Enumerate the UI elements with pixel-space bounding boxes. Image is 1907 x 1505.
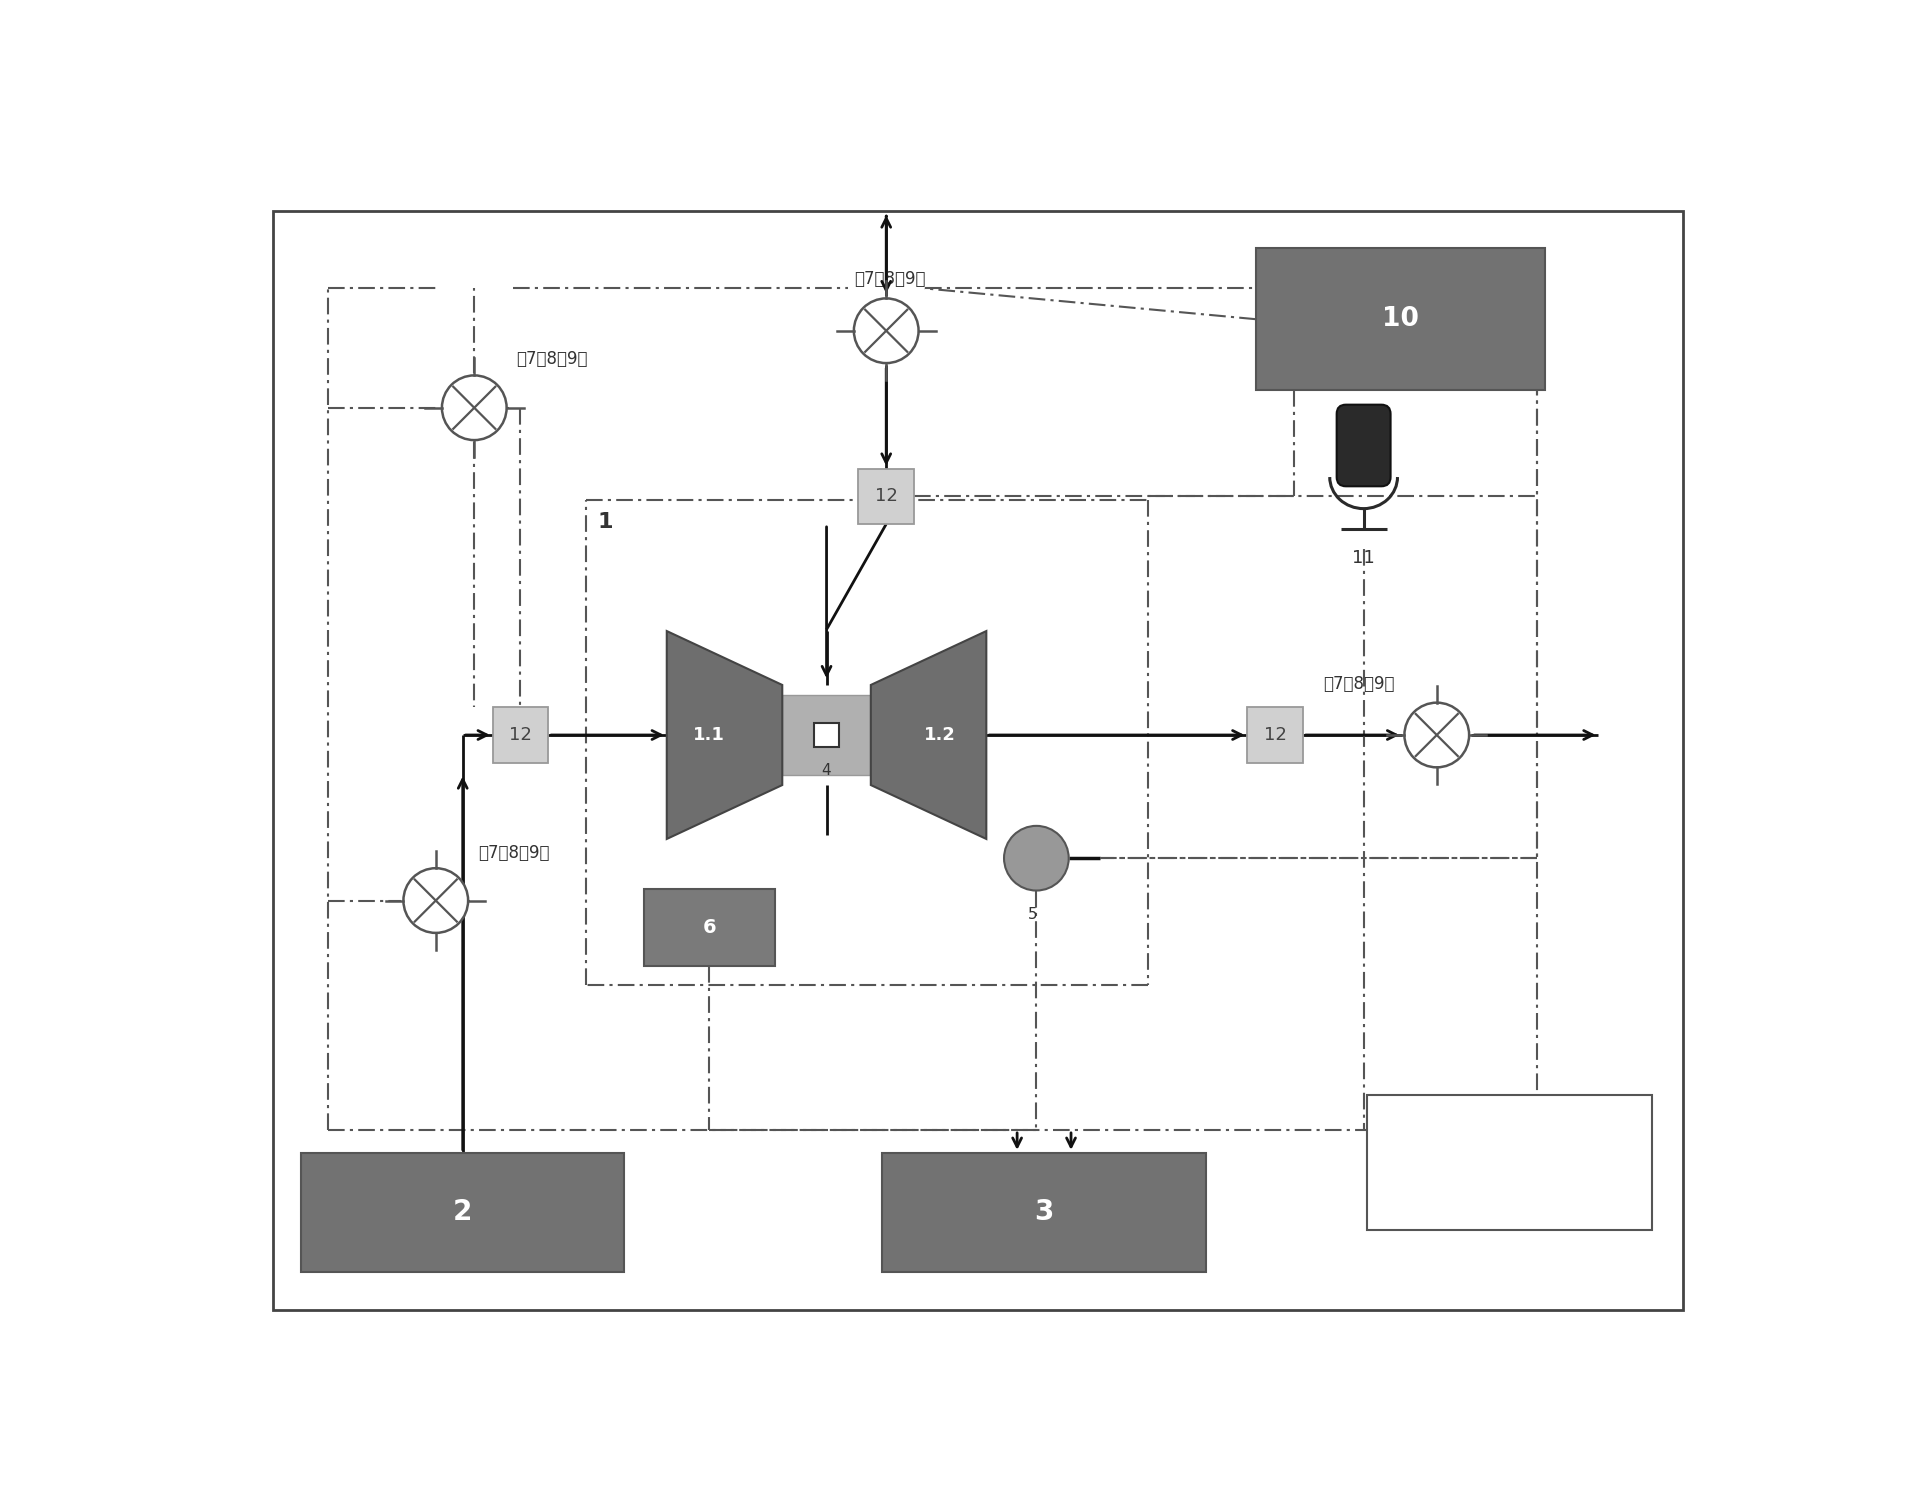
Text: 12: 12 — [509, 725, 532, 743]
Bar — [881, 1153, 1205, 1272]
Text: 气流: 气流 — [1497, 1130, 1522, 1148]
Circle shape — [1003, 826, 1068, 891]
Text: 6: 6 — [702, 918, 715, 938]
Text: 1.1: 1.1 — [692, 725, 725, 743]
Text: 12: 12 — [873, 488, 896, 506]
Text: 11: 11 — [1352, 549, 1375, 567]
Polygon shape — [870, 631, 986, 838]
Text: （7，8，9）: （7，8，9） — [854, 271, 925, 289]
Bar — [858, 468, 913, 524]
FancyBboxPatch shape — [1337, 405, 1390, 486]
Text: 5: 5 — [1028, 908, 1037, 923]
Text: 12: 12 — [1262, 725, 1285, 743]
Text: 4: 4 — [822, 763, 831, 778]
Text: 10: 10 — [1381, 306, 1419, 333]
Text: （7，8，9）: （7，8，9） — [479, 844, 549, 862]
Text: （7，8，9）: （7，8，9） — [517, 349, 587, 367]
Bar — [1367, 1096, 1651, 1230]
Circle shape — [854, 298, 917, 363]
Bar — [643, 889, 774, 966]
Bar — [814, 722, 839, 748]
Bar — [492, 707, 547, 763]
Text: 1: 1 — [597, 512, 612, 531]
Polygon shape — [666, 631, 782, 838]
Text: 2: 2 — [452, 1198, 473, 1227]
Circle shape — [442, 375, 507, 439]
Text: 1.2: 1.2 — [923, 725, 955, 743]
Circle shape — [1404, 703, 1468, 768]
Bar — [1247, 707, 1302, 763]
Bar — [1255, 248, 1545, 390]
Text: （7，8，9）: （7，8，9） — [1322, 676, 1394, 694]
Bar — [782, 695, 870, 775]
Circle shape — [402, 868, 467, 933]
Text: 3: 3 — [1034, 1198, 1053, 1227]
Text: 信号: 信号 — [1497, 1175, 1522, 1195]
Bar — [301, 1153, 624, 1272]
